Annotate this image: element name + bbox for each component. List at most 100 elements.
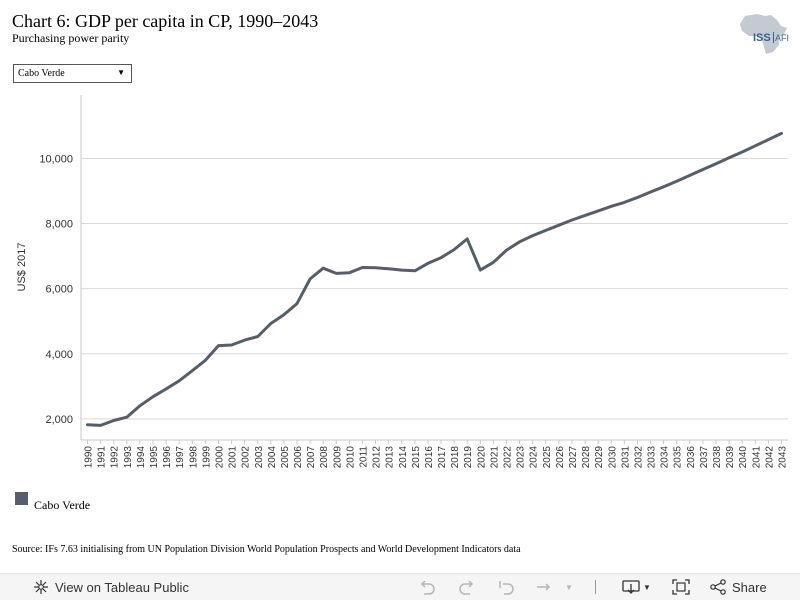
line-layer: [86, 131, 783, 427]
x-tick-label: 2040: [738, 446, 749, 469]
y-tick-label: 8,000: [45, 219, 73, 231]
x-tick-label: 2004: [267, 446, 278, 469]
issafi-logo: ISS AFI: [740, 14, 789, 54]
x-tick-label: 2032: [633, 446, 644, 469]
x-tick-label: 1998: [188, 446, 199, 469]
x-tick-label: 2024: [529, 446, 540, 469]
x-tick-label: 2013: [385, 446, 396, 469]
x-tick-label: 2038: [712, 446, 723, 469]
x-tick-label: 2025: [542, 446, 553, 469]
x-tick-label: 2028: [581, 446, 592, 469]
x-tick-layer: 1990 1991 1992 1993 1994 1995 1996 1997 1998 1999…: [84, 440, 788, 469]
y-tick-layer: 2,000 4,000 6,000 8,000 10,000: [39, 153, 73, 425]
toolbar-divider: [595, 580, 596, 594]
x-tick-label: 2016: [424, 446, 435, 469]
x-tick-label: 2041: [751, 446, 762, 469]
fullscreen-icon: [672, 579, 690, 595]
x-tick-label: 2014: [398, 446, 409, 469]
x-tick-label: 1992: [110, 446, 121, 469]
chevron-down-icon: ▼: [117, 68, 125, 77]
share-button[interactable]: Share: [710, 578, 767, 596]
x-tick-label: 2023: [516, 446, 527, 469]
x-tick-label: 1997: [175, 446, 186, 469]
x-tick-label: 2000: [214, 446, 225, 469]
country-dropdown[interactable]: Cabo Verde ▼: [13, 64, 132, 83]
x-tick-label: 1993: [123, 446, 134, 469]
refresh-button[interactable]: [535, 578, 553, 596]
x-tick-label: 2035: [673, 446, 684, 469]
tableau-logo-icon: [34, 580, 48, 594]
x-tick-label: 2042: [764, 446, 775, 469]
x-tick-label: 2039: [725, 446, 736, 469]
y-tick-label: 6,000: [45, 284, 73, 296]
x-tick-label: 2034: [660, 446, 671, 469]
x-tick-label: 2021: [489, 446, 500, 469]
x-tick-label: 2009: [332, 446, 343, 469]
legend-swatch: [15, 492, 28, 505]
y-tick-label: 2,000: [45, 414, 73, 426]
x-tick-label: 2001: [228, 446, 239, 469]
revert-button[interactable]: [497, 578, 515, 596]
refresh-icon: [537, 583, 551, 591]
source-note: Source: IFs 7.63 initialising from UN Po…: [12, 544, 521, 555]
x-tick-label: 1991: [97, 446, 108, 469]
x-tick-label: 2012: [372, 446, 383, 469]
x-tick-label: 2020: [476, 446, 487, 469]
x-tick-label: 1996: [162, 446, 173, 469]
x-tick-label: 2006: [293, 446, 304, 469]
x-tick-label: 2011: [358, 446, 369, 468]
x-tick-label: 2002: [241, 446, 252, 469]
chart-title: Chart 6: GDP per capita in CP, 1990–2043: [12, 11, 319, 31]
x-tick-label: 2003: [254, 446, 265, 469]
x-tick-label: 2026: [555, 446, 566, 469]
logo-divider: [773, 32, 774, 43]
x-tick-label: 2015: [411, 446, 422, 469]
x-tick-label: 1994: [136, 446, 147, 469]
x-tick-label: 2007: [306, 446, 317, 469]
share-icon: [710, 579, 726, 595]
chart-subtitle: Purchasing power parity: [12, 31, 130, 45]
redo-icon: [459, 580, 474, 595]
undo-icon: [420, 580, 435, 595]
x-tick-label: 2036: [686, 446, 697, 469]
redo-button[interactable]: [458, 578, 476, 596]
legend-label: Cabo Verde: [34, 498, 91, 512]
share-label: Share: [732, 579, 767, 595]
grid-layer: [81, 157, 788, 420]
view-on-tableau-label: View on Tableau Public: [55, 579, 189, 595]
x-tick-label: 2005: [280, 446, 291, 469]
axis-layer: [80, 95, 788, 441]
x-tick-label: 2043: [777, 446, 788, 469]
x-tick-label: 2031: [620, 446, 631, 469]
series-line-cabo-verde[interactable]: [86, 131, 783, 427]
revert-icon: [499, 581, 514, 595]
y-tick-label: 4,000: [45, 349, 73, 361]
x-tick-label: 1995: [149, 446, 160, 469]
refresh-dropdown-button[interactable]: ▼: [565, 582, 573, 592]
y-axis-label: US$ 2017: [16, 243, 28, 292]
logo-text-iss: ISS: [753, 32, 771, 44]
x-tick-label: 2037: [699, 446, 710, 469]
x-tick-label: 1990: [84, 446, 95, 469]
fullscreen-button[interactable]: [672, 578, 690, 596]
x-tick-label: 2008: [319, 446, 330, 469]
tableau-toolbar: View on Tableau Public ▼ ▼: [0, 573, 800, 600]
africa-map-icon: [740, 14, 787, 54]
x-tick-label: 2030: [607, 446, 618, 469]
x-tick-label: 2018: [450, 446, 461, 469]
x-tick-label: 2019: [463, 446, 474, 469]
x-tick-label: 2029: [594, 446, 605, 469]
x-tick-label: 2010: [345, 446, 356, 469]
gdp-line-chart: 1990 1991 1992 1993 1994 1995 1996 1997 1998 1999…: [16, 95, 788, 469]
download-icon: [622, 580, 640, 594]
country-dropdown-value: Cabo Verde: [18, 68, 65, 79]
logo-text-afi: AFI: [775, 33, 789, 43]
y-tick-label: 10,000: [39, 153, 73, 165]
undo-button[interactable]: [418, 578, 436, 596]
x-tick-label: 2033: [647, 446, 658, 469]
chevron-down-icon: ▼: [643, 582, 651, 592]
x-tick-label: 2027: [568, 446, 579, 469]
view-on-tableau-button[interactable]: View on Tableau Public: [33, 578, 189, 596]
download-button[interactable]: ▼: [622, 578, 651, 596]
x-tick-label: 2022: [503, 446, 514, 469]
